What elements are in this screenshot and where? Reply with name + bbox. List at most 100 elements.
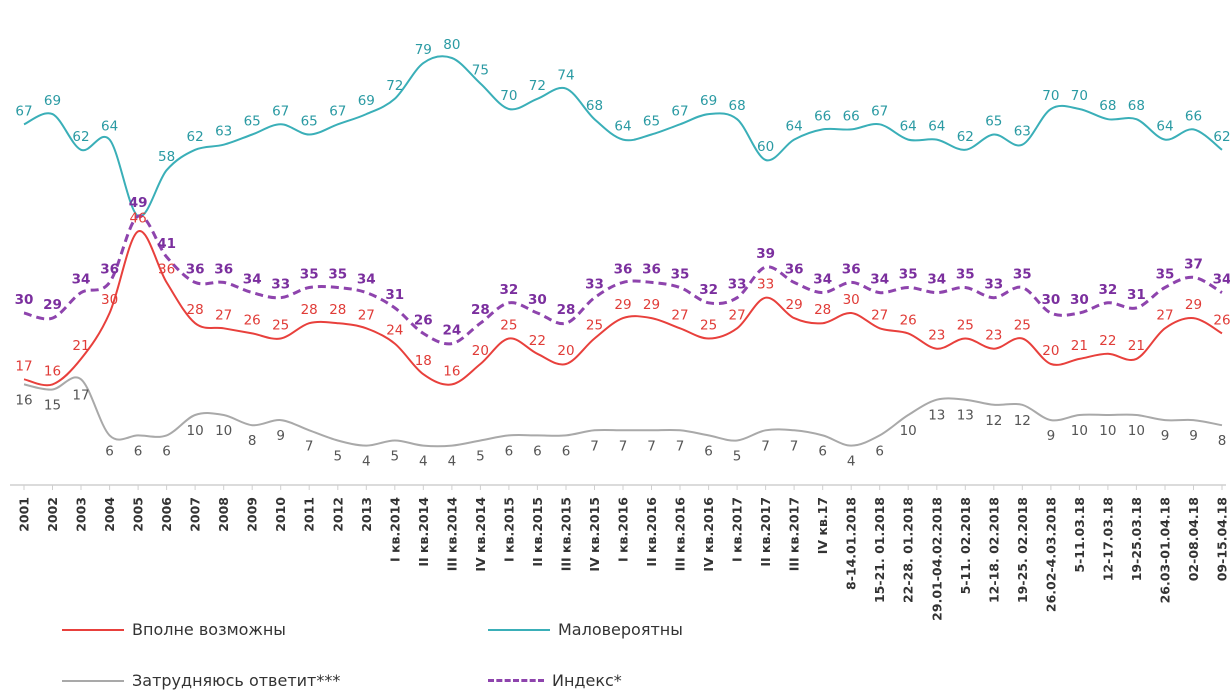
data-label-index: 39	[756, 246, 775, 262]
data-label-zatrud: 15	[44, 398, 61, 414]
x-tick-label: 2003	[74, 497, 89, 532]
x-tick-label: 2011	[302, 497, 317, 532]
x-tick-label: I кв.2016	[616, 497, 631, 562]
data-label-malo: 68	[729, 98, 746, 114]
data-label-vpolne: 29	[786, 297, 803, 313]
data-label-malo: 64	[1156, 119, 1173, 135]
x-tick-label: 2005	[131, 497, 146, 532]
data-label-index: 34	[72, 272, 91, 288]
data-label-malo: 65	[643, 114, 660, 130]
data-label-malo: 70	[1042, 88, 1059, 104]
data-label-vpolne: 25	[272, 318, 289, 334]
data-label-index: 30	[1070, 292, 1089, 308]
data-label-index: 33	[271, 277, 290, 293]
data-label-vpolne: 21	[1128, 338, 1145, 354]
x-tick-label: 2002	[45, 497, 60, 532]
data-label-malo: 67	[671, 103, 688, 119]
data-label-index: 36	[186, 261, 205, 277]
data-label-vpolne: 25	[500, 318, 517, 334]
data-label-index: 36	[785, 261, 804, 277]
data-label-zatrud: 8	[248, 433, 257, 449]
data-label-zatrud: 10	[187, 423, 204, 439]
data-label-malo: 75	[472, 63, 489, 79]
data-label-index: 30	[528, 292, 547, 308]
data-label-index: 32	[1099, 282, 1118, 298]
data-label-index: 24	[443, 323, 462, 339]
x-tick-label: IV кв.2016	[701, 497, 716, 572]
data-label-zatrud: 7	[590, 438, 599, 454]
x-tick-label: I кв.2017	[730, 497, 745, 562]
data-label-index: 35	[1013, 267, 1032, 283]
data-label-zatrud: 16	[15, 392, 32, 408]
x-tick-label: 26.03-01.04.18	[1158, 497, 1173, 603]
x-tick-label: II кв.2016	[644, 497, 659, 567]
data-label-index: 31	[385, 287, 404, 303]
data-label-vpolne: 20	[1042, 343, 1059, 359]
data-label-vpolne: 27	[358, 307, 375, 323]
data-label-malo: 66	[1185, 108, 1202, 124]
data-label-zatrud: 4	[362, 454, 371, 470]
data-label-malo: 65	[244, 114, 261, 130]
data-label-vpolne: 26	[1213, 312, 1230, 328]
data-label-malo: 68	[1128, 98, 1145, 114]
x-tick-label: 5-11. 02.2018	[958, 497, 973, 594]
data-label-malo: 62	[187, 129, 204, 145]
data-label-malo: 72	[529, 78, 546, 94]
data-label-vpolne: 26	[244, 312, 261, 328]
data-label-index: 35	[899, 267, 918, 283]
data-label-malo: 80	[443, 37, 460, 53]
x-tick-label: III кв.2015	[559, 497, 574, 571]
data-label-zatrud: 5	[334, 449, 343, 465]
data-label-zatrud: 4	[448, 454, 457, 470]
data-label-zatrud: 10	[1099, 423, 1116, 439]
data-label-zatrud: 10	[900, 423, 917, 439]
data-label-zatrud: 9	[1047, 428, 1056, 444]
data-label-malo: 64	[786, 119, 803, 135]
x-tick-label: 12-17.03.18	[1100, 497, 1115, 581]
legend-swatch-index	[488, 679, 544, 682]
data-label-vpolne: 23	[928, 328, 945, 344]
x-tick-label: 2008	[216, 497, 231, 532]
x-tick-label: 2004	[102, 497, 117, 532]
data-label-index: 32	[699, 282, 718, 298]
data-label-malo: 67	[272, 103, 289, 119]
data-label-malo: 70	[500, 88, 517, 104]
data-label-index: 29	[43, 297, 62, 313]
data-label-zatrud: 7	[676, 438, 685, 454]
data-label-malo: 64	[900, 119, 917, 135]
data-label-zatrud: 7	[619, 438, 628, 454]
legend-item-malo: Маловероятны	[488, 620, 683, 639]
data-label-vpolne: 22	[1099, 333, 1116, 349]
data-label-malo: 65	[985, 114, 1002, 130]
legend-label-zatrud: Затрудняюсь ответит***	[132, 671, 341, 690]
data-label-vpolne: 36	[158, 261, 175, 277]
data-label-index: 34	[813, 272, 832, 288]
data-label-vpolne: 16	[44, 363, 61, 379]
x-tick-label: 8-14.01.2018	[844, 497, 859, 590]
data-label-index: 26	[414, 312, 433, 328]
data-label-vpolne: 27	[729, 307, 746, 323]
data-label-vpolne: 27	[871, 307, 888, 323]
data-label-vpolne: 17	[15, 358, 32, 374]
x-tick-label: III кв.2014	[444, 497, 459, 572]
data-label-index: 35	[956, 267, 975, 283]
data-label-vpolne: 28	[814, 302, 831, 318]
data-label-malo: 66	[843, 108, 860, 124]
x-tick-label: 29.01-04.02.2018	[929, 497, 944, 621]
data-label-vpolne: 28	[301, 302, 318, 318]
data-label-index: 36	[614, 261, 633, 277]
x-tick-label: 26.02-4.03.2018	[1043, 497, 1058, 612]
x-tick-label: 2010	[273, 497, 288, 532]
data-label-vpolne: 25	[586, 318, 603, 334]
data-label-zatrud: 12	[1014, 413, 1031, 429]
data-label-vpolne: 25	[1014, 318, 1031, 334]
data-label-malo: 60	[757, 139, 774, 155]
data-label-zatrud: 4	[419, 454, 428, 470]
data-label-malo: 63	[1014, 124, 1031, 140]
data-label-zatrud: 6	[704, 443, 713, 459]
data-label-vpolne: 18	[415, 353, 432, 369]
legend-swatch-zatrud	[62, 679, 124, 682]
data-label-vpolne: 27	[1156, 307, 1173, 323]
data-label-index: 35	[328, 267, 347, 283]
